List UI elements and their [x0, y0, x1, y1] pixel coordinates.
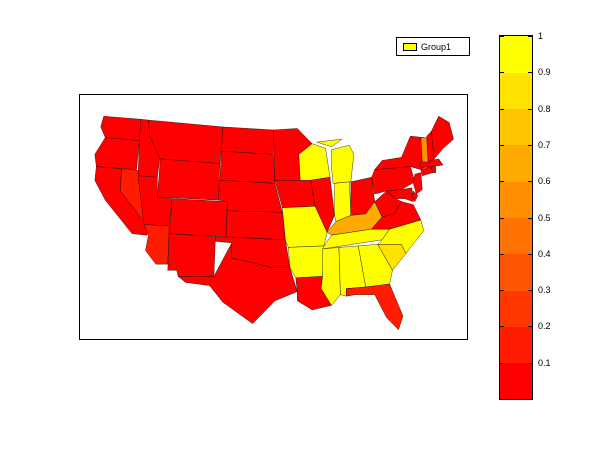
us-map — [94, 116, 454, 330]
state-fl — [346, 283, 404, 330]
colorbar-tick — [500, 253, 504, 255]
colorbar-tick — [500, 72, 504, 74]
state-nd — [221, 126, 274, 155]
colorbar-tick — [500, 144, 504, 146]
colorbar-tick — [528, 362, 532, 364]
colorbar-segment — [500, 217, 532, 255]
legend-swatch — [403, 42, 417, 51]
state-ar — [288, 245, 325, 279]
state-ne — [218, 180, 283, 213]
legend: Group1 — [396, 37, 470, 56]
state-wy — [157, 158, 221, 201]
colorbar-tick — [500, 108, 504, 110]
colorbar-tick-label: 0.5 — [538, 212, 551, 223]
colorbar-tick — [528, 253, 532, 255]
colorbar-tick — [500, 362, 504, 364]
state-ia — [274, 180, 316, 208]
state-md — [386, 187, 414, 202]
state-me — [431, 116, 454, 160]
colorbar-tick — [500, 326, 504, 328]
state-il — [310, 177, 335, 233]
colorbar-tick-label: 1 — [538, 31, 544, 41]
colorbar-tick-label: 0.9 — [538, 67, 551, 78]
colorbar-tick — [528, 181, 532, 183]
state-co — [169, 198, 228, 237]
state-ri — [431, 166, 436, 173]
colorbar-tick — [500, 217, 504, 219]
colorbar-tick — [528, 144, 532, 146]
colorbar-segment — [500, 144, 532, 182]
colorbar-tick — [528, 36, 532, 37]
state-nj — [413, 172, 423, 195]
state-az — [143, 224, 170, 265]
state-sd — [219, 151, 276, 184]
colorbar-tick — [500, 36, 504, 37]
state-mt — [148, 119, 224, 164]
state-ny — [374, 135, 429, 170]
colorbar-segment — [500, 290, 532, 327]
colorbar-tick-label: 0.6 — [538, 176, 551, 187]
colorbar-tick-label: 0.1 — [538, 357, 551, 368]
colorbar-tick-label: 0.4 — [538, 248, 551, 259]
state-ks — [225, 210, 286, 240]
state-tx — [178, 242, 298, 324]
state-nm — [167, 233, 216, 277]
colorbar — [499, 35, 533, 400]
colorbar-tick — [528, 326, 532, 328]
colorbar-tick — [500, 181, 504, 183]
colorbar-segment — [500, 108, 532, 146]
state-or — [94, 137, 140, 170]
colorbar-segment — [500, 253, 532, 291]
state-wa — [100, 116, 142, 141]
colorbar-tick-label: 0.2 — [538, 321, 551, 332]
state-ga — [358, 244, 393, 288]
colorbar-tick — [500, 290, 504, 292]
colorbar-segment — [500, 36, 532, 73]
colorbar-tick — [528, 217, 532, 219]
colorbar-segment — [500, 181, 532, 218]
state-in — [334, 181, 352, 222]
colorbar-tick-label: 0.3 — [538, 285, 551, 296]
colorbar-tick-label: 0.8 — [538, 103, 551, 114]
colorbar-tick-label: 0.7 — [538, 139, 551, 150]
legend-label: Group1 — [421, 41, 452, 52]
colorbar-segment — [500, 326, 532, 364]
colorbar-segment — [500, 72, 532, 110]
colorbar-tick — [528, 108, 532, 110]
colorbar-tick — [528, 72, 532, 74]
map-axes — [79, 94, 468, 340]
colorbar-tick — [528, 290, 532, 292]
colorbar-segment — [500, 362, 532, 399]
